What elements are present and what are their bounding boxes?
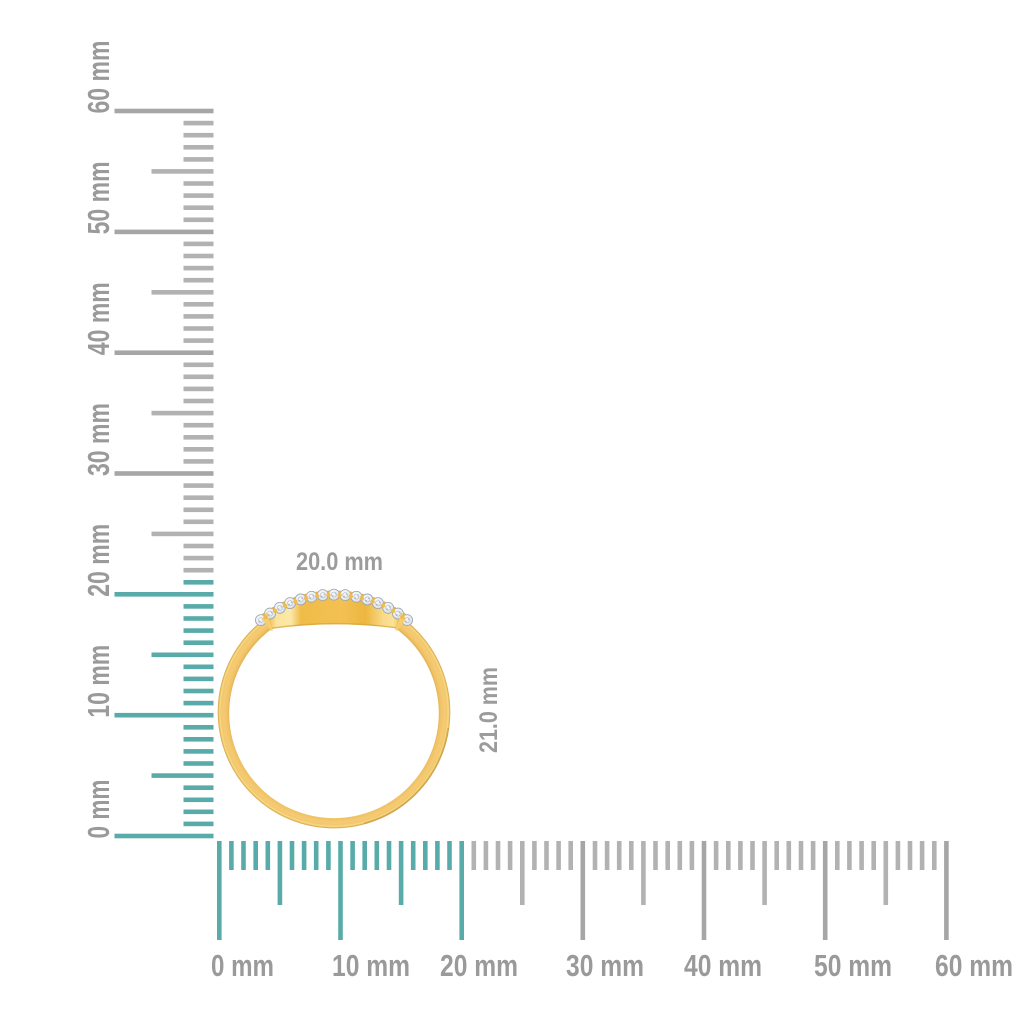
svg-text:60 mm: 60 mm (935, 948, 1013, 983)
svg-text:60 mm: 60 mm (81, 41, 116, 114)
svg-text:40 mm: 40 mm (81, 282, 116, 355)
svg-text:20.0 mm: 20.0 mm (296, 548, 383, 576)
svg-text:20 mm: 20 mm (440, 948, 518, 983)
svg-text:10 mm: 10 mm (81, 645, 116, 718)
svg-text:20 mm: 20 mm (81, 524, 116, 597)
svg-text:0 mm: 0 mm (211, 948, 274, 983)
svg-text:10 mm: 10 mm (332, 948, 410, 983)
svg-text:30 mm: 30 mm (81, 403, 116, 476)
svg-text:30 mm: 30 mm (566, 948, 644, 983)
svg-text:21.0 mm: 21.0 mm (475, 667, 503, 753)
svg-text:50 mm: 50 mm (81, 161, 116, 234)
svg-text:50 mm: 50 mm (814, 948, 892, 983)
svg-text:40 mm: 40 mm (684, 948, 762, 983)
svg-text:0 mm: 0 mm (81, 780, 116, 839)
